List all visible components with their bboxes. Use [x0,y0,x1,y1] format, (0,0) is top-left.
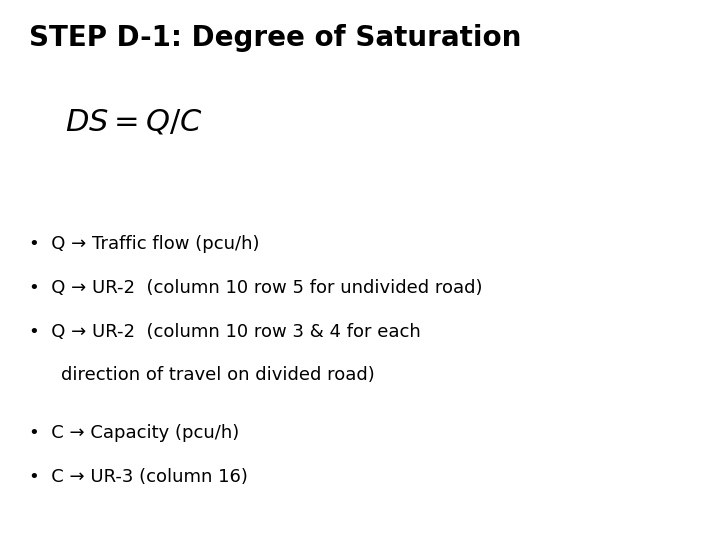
Text: •  C → Capacity (pcu/h): • C → Capacity (pcu/h) [29,424,239,442]
Text: •  C → UR-3 (column 16): • C → UR-3 (column 16) [29,468,248,486]
Text: STEP D-1: Degree of Saturation: STEP D-1: Degree of Saturation [29,24,521,52]
Text: •  Q → UR-2  (column 10 row 5 for undivided road): • Q → UR-2 (column 10 row 5 for undivide… [29,279,482,297]
Text: •  Q → UR-2  (column 10 row 3 & 4 for each: • Q → UR-2 (column 10 row 3 & 4 for each [29,323,420,341]
Text: $\mathit{DS} = \mathit{Q} / \mathit{C}$: $\mathit{DS} = \mathit{Q} / \mathit{C}$ [65,108,202,137]
Text: •  Q → Traffic flow (pcu/h): • Q → Traffic flow (pcu/h) [29,235,259,253]
Text: direction of travel on divided road): direction of travel on divided road) [61,366,375,383]
